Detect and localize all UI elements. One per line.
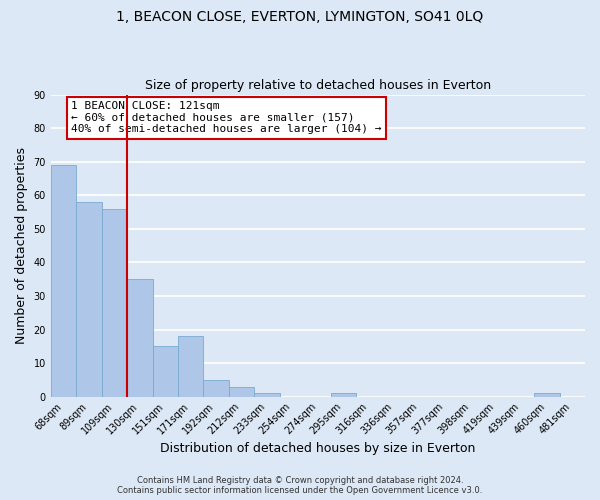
Bar bbox=[534, 394, 560, 396]
Bar bbox=[229, 386, 254, 396]
Text: Contains HM Land Registry data © Crown copyright and database right 2024.
Contai: Contains HM Land Registry data © Crown c… bbox=[118, 476, 482, 495]
X-axis label: Distribution of detached houses by size in Everton: Distribution of detached houses by size … bbox=[160, 442, 476, 455]
Bar bbox=[254, 394, 280, 396]
Bar bbox=[203, 380, 229, 396]
Bar bbox=[127, 279, 152, 396]
Bar bbox=[76, 202, 101, 396]
Bar bbox=[178, 336, 203, 396]
Bar bbox=[152, 346, 178, 397]
Text: 1 BEACON CLOSE: 121sqm
← 60% of detached houses are smaller (157)
40% of semi-de: 1 BEACON CLOSE: 121sqm ← 60% of detached… bbox=[71, 102, 382, 134]
Bar bbox=[101, 208, 127, 396]
Bar bbox=[51, 165, 76, 396]
Bar bbox=[331, 394, 356, 396]
Title: Size of property relative to detached houses in Everton: Size of property relative to detached ho… bbox=[145, 79, 491, 92]
Text: 1, BEACON CLOSE, EVERTON, LYMINGTON, SO41 0LQ: 1, BEACON CLOSE, EVERTON, LYMINGTON, SO4… bbox=[116, 10, 484, 24]
Y-axis label: Number of detached properties: Number of detached properties bbox=[15, 147, 28, 344]
